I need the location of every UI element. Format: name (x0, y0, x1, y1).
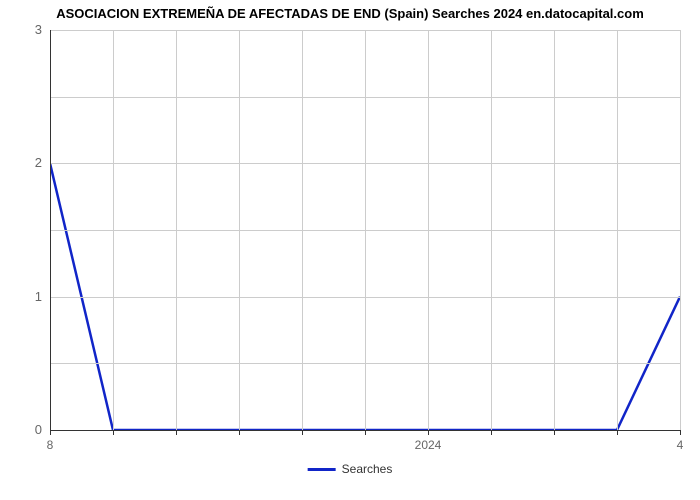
grid-v (302, 30, 303, 430)
legend: Searches (308, 462, 393, 476)
grid-v (113, 30, 114, 430)
x-tick (50, 430, 51, 435)
legend-label: Searches (342, 462, 393, 476)
grid-v (365, 30, 366, 430)
x-tick (491, 430, 492, 435)
x-tick (113, 430, 114, 435)
axis-y (50, 30, 51, 430)
x-tick (428, 430, 429, 435)
y-tick-label: 1 (35, 289, 42, 304)
chart-title: ASOCIACION EXTREMEÑA DE AFECTADAS DE END… (0, 6, 700, 21)
x-tick-label: 8 (47, 438, 54, 452)
y-tick-label: 3 (35, 22, 42, 37)
grid-v (680, 30, 681, 430)
x-tick (302, 430, 303, 435)
x-tick (554, 430, 555, 435)
y-tick-label: 2 (35, 155, 42, 170)
x-tick (239, 430, 240, 435)
x-tick (365, 430, 366, 435)
x-tick (680, 430, 681, 435)
x-tick-label: 4 (677, 438, 684, 452)
grid-v (491, 30, 492, 430)
x-tick (176, 430, 177, 435)
y-tick-label: 0 (35, 422, 42, 437)
grid-v (176, 30, 177, 430)
x-tick-label: 2024 (415, 438, 442, 452)
grid-v (239, 30, 240, 430)
x-tick (617, 430, 618, 435)
legend-swatch (308, 468, 336, 471)
grid-v (428, 30, 429, 430)
grid-v (617, 30, 618, 430)
grid-v (554, 30, 555, 430)
line-chart: ASOCIACION EXTREMEÑA DE AFECTADAS DE END… (0, 0, 700, 500)
plot-area (50, 30, 680, 430)
